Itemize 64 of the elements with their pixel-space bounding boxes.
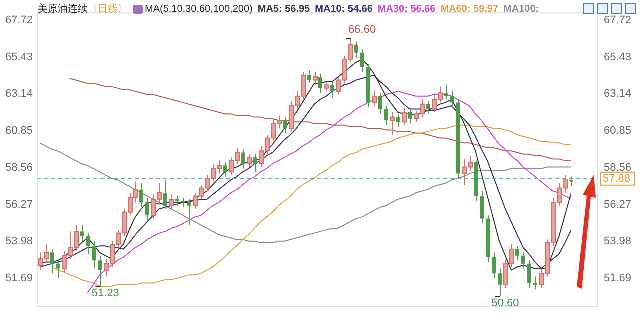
- y2-tick-label: 67.72: [604, 14, 632, 26]
- y-tick-label: 67.72: [5, 14, 33, 26]
- candlestick: [50, 248, 54, 274]
- y-tick-label: 65.43: [5, 51, 33, 64]
- text: MA5: 56.95: [258, 4, 310, 14]
- candlestick: [308, 70, 312, 84]
- candlestick: [396, 114, 400, 128]
- annotation: 50.60: [492, 298, 520, 310]
- y-tick-label: 60.85: [5, 125, 33, 138]
- annotation: 51.23: [92, 288, 120, 300]
- candlestick: [354, 41, 358, 58]
- candlestick: [498, 268, 502, 297]
- candlestick: [522, 252, 526, 270]
- text: MA10: 54.66: [315, 4, 373, 14]
- candlestick: [450, 91, 454, 108]
- candlestick: [408, 108, 412, 124]
- candlestick: [254, 154, 258, 173]
- y-tick-label: 53.98: [5, 236, 33, 248]
- candlestick: [534, 276, 538, 290]
- candlestick: [330, 81, 334, 98]
- text: MA30: 56.66: [378, 4, 436, 14]
- candlestick: [80, 224, 84, 242]
- candlestick: [516, 246, 520, 262]
- candlestick: [92, 240, 96, 270]
- y2-tick-label: 65.43: [604, 51, 632, 64]
- legend-title: MA(5,10,30,60,100,200): [145, 4, 253, 14]
- y2-tick-label: 53.98: [604, 236, 632, 248]
- candlestick: [98, 255, 102, 286]
- candlestick: [384, 106, 388, 126]
- chart-title: 美原油连续: [38, 2, 88, 16]
- candlestick: [86, 232, 90, 255]
- candlestick: [318, 73, 322, 94]
- candlestick: [56, 258, 60, 279]
- candlestick: [284, 116, 288, 134]
- candlestick: [528, 260, 532, 289]
- candlestick: [242, 149, 246, 170]
- candlestick: [176, 196, 180, 206]
- chart-subtitle: 〈日线〉: [88, 2, 128, 16]
- candlestick: [360, 49, 364, 73]
- annotation: 66.60: [348, 24, 376, 36]
- candlestick: [188, 198, 192, 226]
- y-tick-label: 51.69: [5, 272, 33, 285]
- y2-tick-label: 60.85: [604, 125, 632, 138]
- y2-tick-label: 56.27: [604, 198, 632, 211]
- y2-tick-label: 63.14: [604, 88, 632, 100]
- candlestick: [140, 182, 144, 208]
- candlestick: [570, 176, 574, 188]
- y-tick-label: 63.14: [5, 88, 33, 100]
- candlestick: [444, 84, 448, 100]
- text: MA100:: [504, 4, 540, 14]
- candlestick: [480, 190, 484, 224]
- candlestick: [492, 252, 496, 279]
- candlestick: [378, 92, 382, 115]
- text: MA60: 59.97: [440, 4, 499, 14]
- y2-tick-label: 51.69: [604, 272, 632, 285]
- candlestick: [224, 162, 228, 178]
- candlestick: [426, 100, 430, 115]
- ref-line-label: 57.88: [603, 172, 631, 185]
- y-tick-label: 56.27: [5, 198, 33, 211]
- candlestick: [164, 180, 168, 210]
- y-tick-label: 58.56: [5, 162, 33, 174]
- candlestick: [182, 197, 186, 208]
- candlestick: [146, 197, 150, 221]
- y2-tick-label: 58.56: [604, 162, 632, 174]
